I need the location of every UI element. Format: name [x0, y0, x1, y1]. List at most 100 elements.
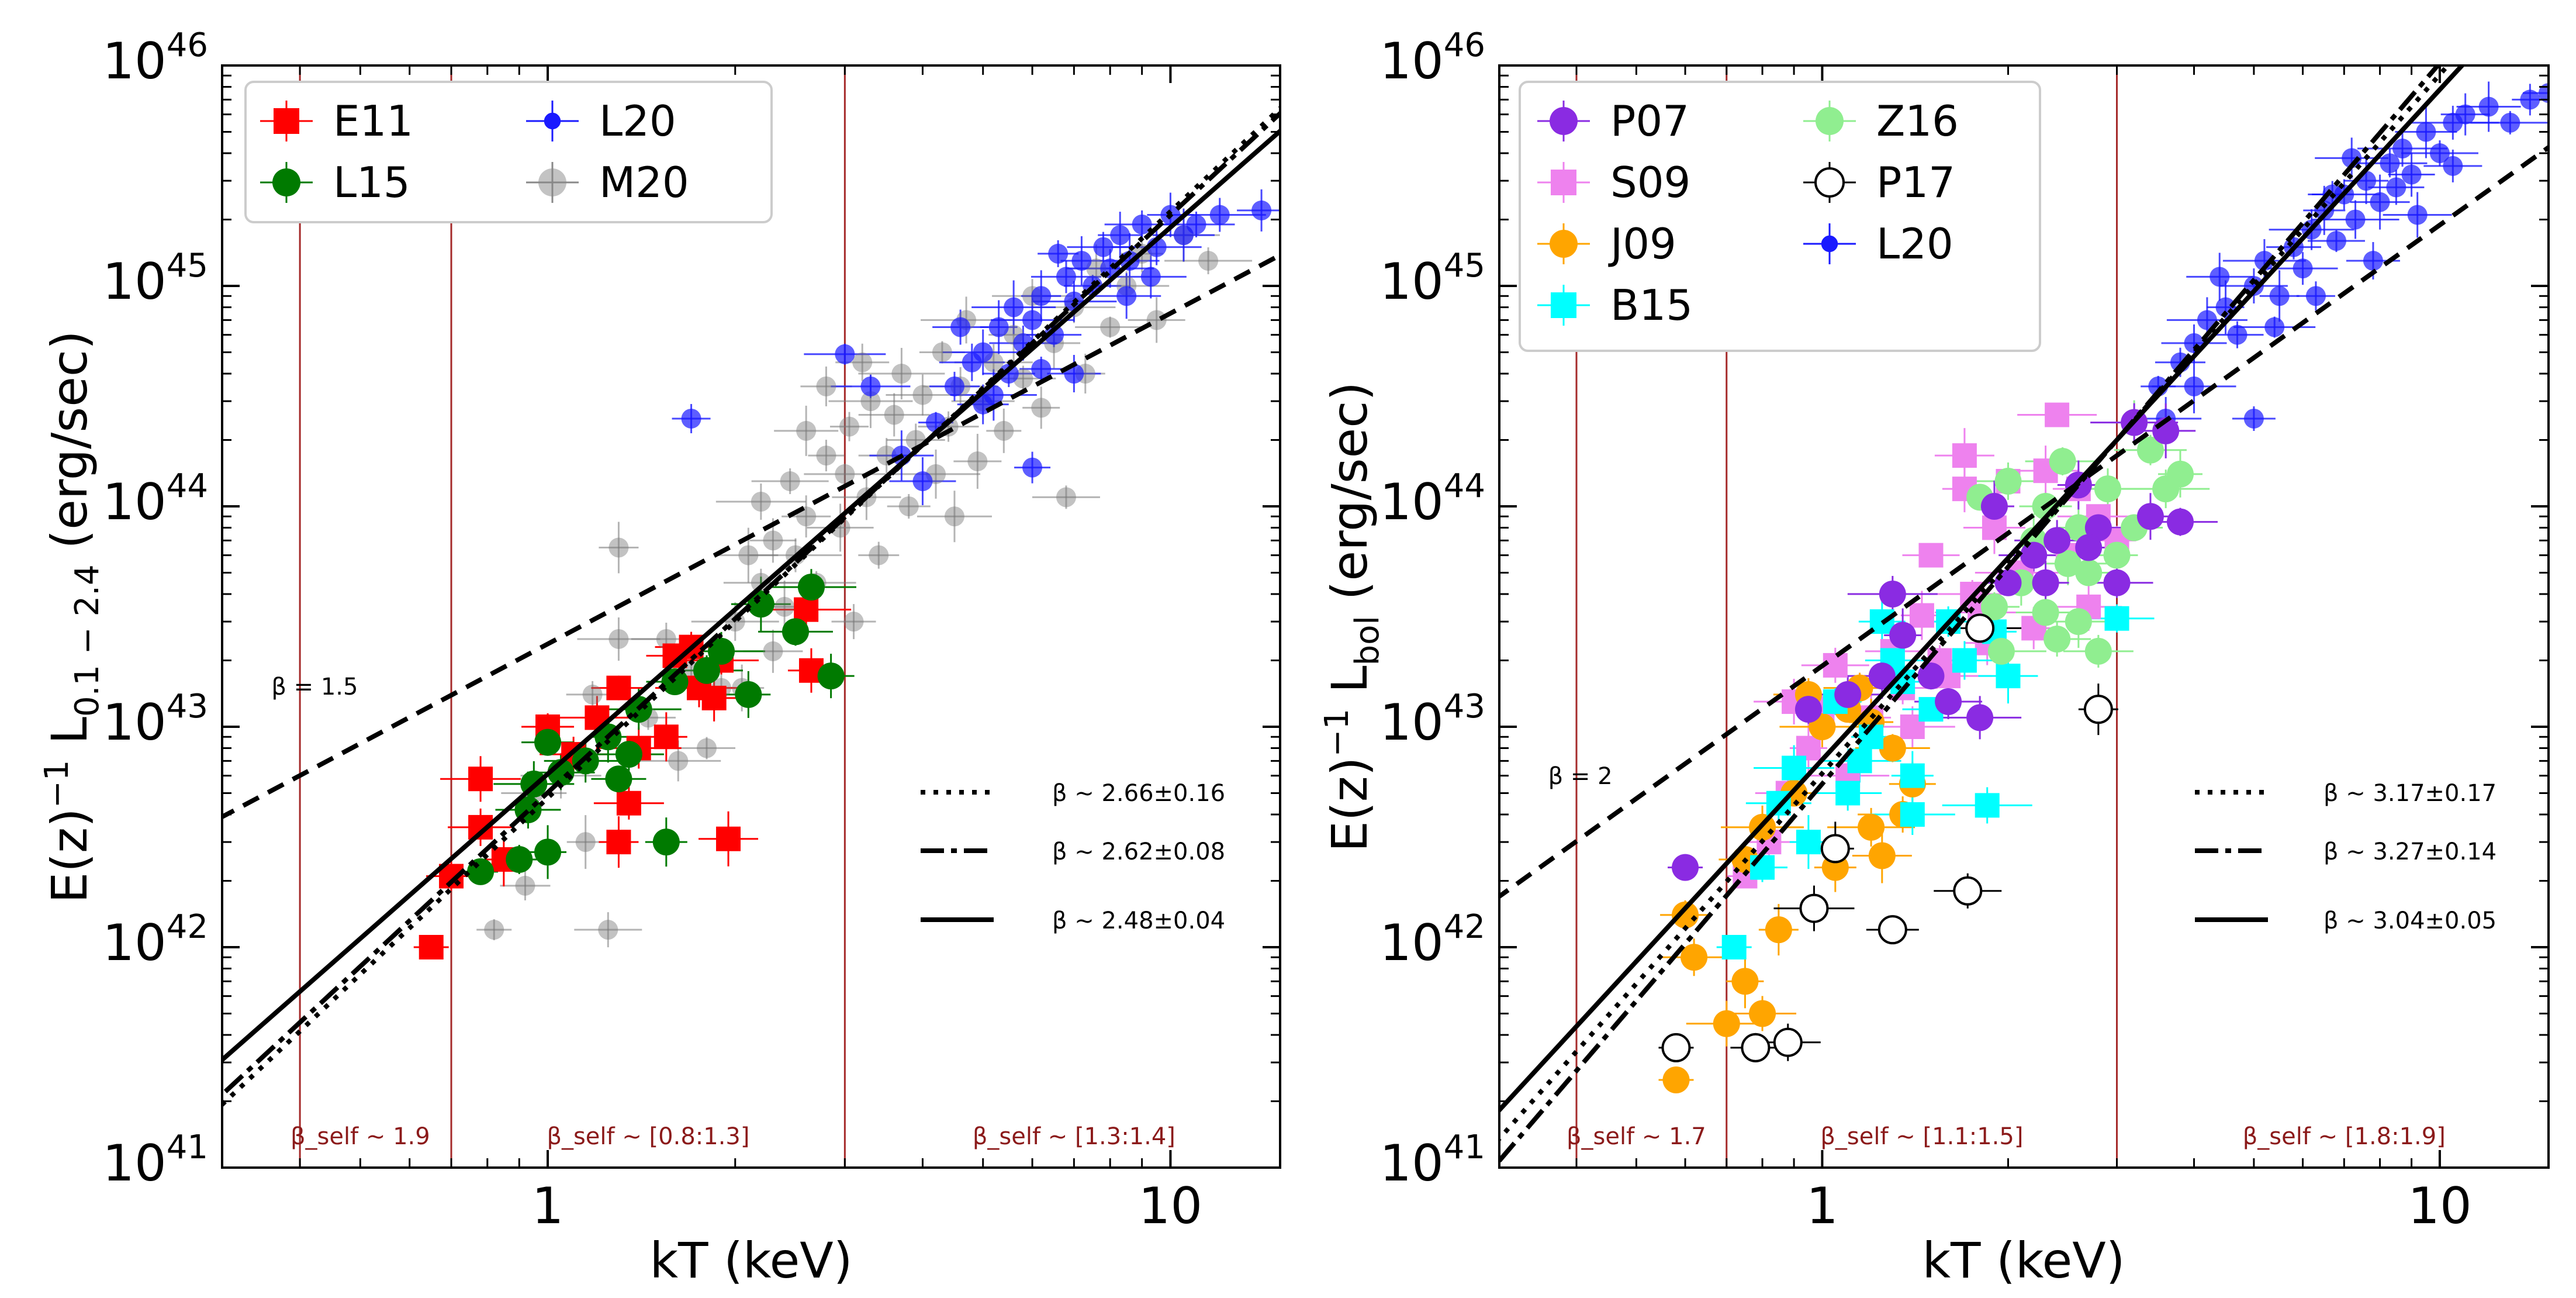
right-p07-point	[2136, 503, 2164, 530]
left-l20-point	[1140, 267, 1161, 287]
left-l20-point	[1110, 225, 1130, 246]
left-m20-point	[575, 832, 596, 852]
right-l20-point	[2401, 164, 2422, 185]
right-p07-point	[2103, 569, 2131, 596]
left-l20-point	[988, 317, 1009, 337]
right-z16-point	[1980, 593, 2008, 620]
left-m20-point	[668, 751, 689, 771]
left-m20-point	[1086, 258, 1107, 279]
left-m20-point	[763, 530, 783, 551]
right-p07-point	[2032, 569, 2059, 596]
left-e11-point	[616, 790, 641, 816]
left-legend-box	[244, 81, 773, 223]
right-legend: P07 S09 J09 B15 Z16 P17 L20	[1519, 81, 2041, 352]
left-m20-point	[860, 391, 881, 412]
left-m20-point	[1198, 251, 1219, 271]
right-z16-point	[1994, 468, 2022, 495]
right-panel: 1 10 1041 1042 1043 1044 1045 1046 β_self ~ 1.7…	[1318, 26, 2550, 1289]
right-b15-point	[1782, 755, 1807, 781]
right-y-tick-label-0: 1041	[1379, 1128, 1485, 1193]
left-l15-point	[817, 662, 845, 690]
left-m20-point	[994, 420, 1014, 441]
right-l20-point	[2500, 112, 2520, 133]
left-m20-point	[932, 342, 952, 363]
left-y-tick-label-2: 1043	[102, 688, 208, 752]
right-l20-point	[2227, 324, 2247, 345]
right-b15-point	[1721, 935, 1747, 959]
right-j09-point	[1858, 813, 1885, 841]
right-legend-s09-label: S09	[1610, 158, 1690, 207]
left-l20-point	[1004, 297, 1024, 317]
left-l20-point	[944, 376, 964, 396]
right-legend-z16-label: Z16	[1876, 96, 1959, 146]
left-l15-point	[534, 729, 562, 756]
left-l15-point	[747, 591, 774, 618]
right-legend-p17-marker	[1814, 167, 1845, 198]
left-e11-point	[606, 830, 631, 855]
left-fit-line-solid	[222, 127, 1280, 1064]
right-l20-point	[2326, 231, 2346, 251]
right-z16-point	[2075, 559, 2103, 586]
left-l20-point	[1022, 457, 1043, 478]
right-s09-point	[1918, 543, 1944, 568]
right-y-tick-label-4: 1045	[1379, 247, 1485, 311]
left-l20-point	[1031, 286, 1052, 306]
left-fit-legend-dotted-label: β ~ 2.66±0.16	[1052, 780, 1225, 807]
right-legend-l20-label: L20	[1876, 219, 1953, 268]
right-z16-point	[2094, 475, 2121, 503]
left-m20-point	[796, 420, 817, 441]
left-x-axis-label: kT (keV)	[650, 1232, 853, 1289]
right-region-label-0: β_self ~ 1.7	[1567, 1123, 1706, 1150]
left-x-tick-label-0: 1	[532, 1177, 564, 1235]
right-p17-point	[1741, 1033, 1771, 1062]
right-j09-point	[1681, 944, 1708, 971]
right-l20-point	[2269, 286, 2290, 306]
right-y-axis-label: E(z)−1 Lbol (erg/sec)	[1318, 382, 1386, 852]
left-l15-point	[735, 681, 762, 708]
left-legend: E11 L15 L20 M20	[244, 81, 773, 223]
right-p07-point	[2075, 534, 2103, 561]
right-legend-entries: P07 S09 J09 B15 Z16 P17 L20	[1537, 96, 1959, 330]
left-axis-ticks: 1 10 1041 1042 1043 1044 1045 1046	[102, 26, 1280, 1235]
left-y-tick-label-1: 1042	[102, 908, 208, 972]
left-m20-point	[898, 496, 919, 516]
right-y-tick-label-3: 1044	[1379, 467, 1485, 531]
right-j09-point	[1765, 916, 1792, 944]
right-p17-point	[1799, 893, 1829, 923]
right-plot-frame	[1498, 64, 2550, 1169]
left-l15-point	[661, 668, 689, 696]
right-p07-point	[1672, 854, 1699, 881]
right-fit-legend-dashdot-label: β ~ 3.27±0.14	[2323, 838, 2497, 865]
right-p07-point	[1834, 681, 1862, 708]
left-l20-point	[1022, 310, 1043, 330]
right-j09-point	[1662, 1066, 1690, 1093]
left-legend-l20-marker	[544, 112, 561, 130]
right-l20-point	[2478, 96, 2499, 117]
right-l20-point	[2407, 205, 2428, 225]
left-panel: 1 10 1041 1042 1043 1044 1045 1046 β_self ~ 1.9…	[38, 26, 1281, 1289]
right-fit-legend-solid-label: β ~ 3.04±0.05	[2323, 907, 2497, 934]
right-p07-point	[1868, 662, 1896, 690]
left-l15-point	[708, 637, 735, 665]
left-m20-point	[835, 464, 855, 484]
right-p07-point	[1935, 688, 1962, 716]
right-l20-point	[2264, 317, 2285, 337]
right-p07-point	[1980, 493, 2008, 520]
right-b15-point	[1900, 763, 1925, 788]
right-b15-point	[1975, 793, 2000, 818]
left-legend-l15-label: L15	[333, 158, 410, 207]
left-m20-point	[608, 537, 629, 558]
left-m20-point	[780, 471, 800, 492]
left-l15-point	[693, 657, 721, 684]
left-l20-point	[681, 408, 701, 429]
right-fit-lines	[1499, 65, 2549, 1165]
left-m20-point	[869, 545, 889, 565]
right-l20-point	[2455, 104, 2475, 125]
right-j09-point	[1879, 734, 1906, 762]
left-e11-point	[716, 826, 741, 851]
right-self-similar-line	[1499, 144, 2549, 900]
right-fit-legend-dotted-label: β ~ 3.17±0.17	[2323, 780, 2497, 807]
right-s09-point	[1952, 443, 1977, 468]
left-l20-point	[1251, 200, 1272, 220]
right-l20-point	[2380, 153, 2400, 174]
